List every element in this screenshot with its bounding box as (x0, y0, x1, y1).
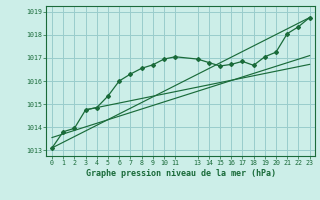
X-axis label: Graphe pression niveau de la mer (hPa): Graphe pression niveau de la mer (hPa) (86, 169, 276, 178)
